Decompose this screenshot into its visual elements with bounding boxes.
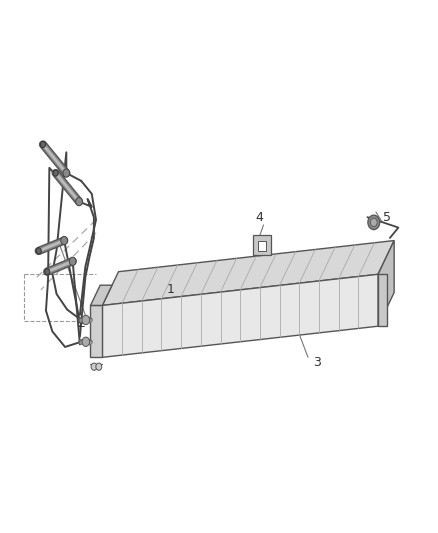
Circle shape (69, 257, 76, 265)
Circle shape (36, 248, 41, 254)
Circle shape (368, 215, 380, 230)
Circle shape (40, 141, 46, 148)
Polygon shape (91, 285, 112, 305)
Polygon shape (102, 274, 378, 357)
Polygon shape (378, 240, 394, 326)
Text: 3: 3 (313, 356, 321, 369)
Text: 4: 4 (255, 211, 263, 224)
Circle shape (61, 237, 67, 245)
Polygon shape (91, 305, 102, 357)
Text: 2: 2 (77, 317, 85, 330)
Circle shape (371, 218, 377, 227)
Circle shape (82, 316, 90, 325)
Circle shape (91, 363, 97, 370)
Circle shape (96, 363, 102, 370)
Polygon shape (102, 240, 394, 305)
Circle shape (82, 337, 90, 346)
Polygon shape (258, 241, 266, 252)
Polygon shape (378, 274, 387, 326)
Circle shape (76, 197, 82, 206)
Circle shape (53, 170, 58, 176)
Polygon shape (252, 235, 271, 255)
Text: 1: 1 (166, 284, 174, 296)
Circle shape (45, 269, 50, 275)
Circle shape (63, 169, 70, 177)
Text: 5: 5 (382, 211, 391, 224)
